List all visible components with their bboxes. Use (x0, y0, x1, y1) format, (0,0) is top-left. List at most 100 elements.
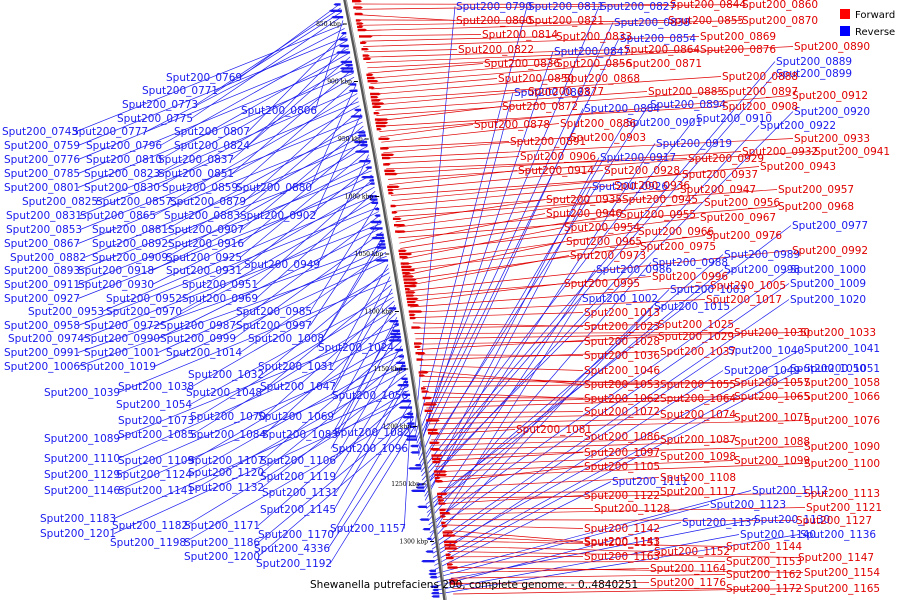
reverse-gene-label[interactable]: Sput200_1182 (112, 520, 188, 532)
forward-gene-label[interactable]: Sput200_0995 (564, 278, 640, 290)
reverse-gene-label[interactable]: Sput200_1056 (332, 390, 408, 402)
forward-gene-label[interactable]: Sput200_1064 (660, 393, 736, 405)
reverse-gene-label[interactable]: Sput200_0879 (170, 196, 246, 208)
reverse-gene-label[interactable]: Sput200_1020 (790, 294, 866, 306)
forward-gene-label[interactable]: Sput200_1081 (516, 424, 592, 436)
reverse-gene-label[interactable]: Sput200_0970 (106, 306, 182, 318)
reverse-gene-label[interactable]: Sput200_0867 (4, 238, 80, 250)
forward-gene-label[interactable]: Sput200_0928 (604, 165, 680, 177)
forward-gene-label[interactable]: Sput200_0941 (814, 146, 890, 158)
forward-gene-label[interactable]: Sput200_1098 (660, 451, 736, 463)
reverse-gene-label[interactable]: Sput200_0785 (4, 168, 80, 180)
reverse-gene-label[interactable]: Sput200_1096 (332, 443, 408, 455)
forward-gene-label[interactable]: Sput200_0871 (626, 58, 702, 70)
reverse-gene-label[interactable]: Sput200_1002 (582, 293, 658, 305)
reverse-gene-label[interactable]: Sput200_1183 (40, 513, 116, 525)
reverse-gene-label[interactable]: Sput200_1001 (84, 347, 160, 359)
reverse-gene-label[interactable]: Sput200_0953 (28, 306, 104, 318)
reverse-gene-label[interactable]: Sput200_0893 (4, 265, 80, 277)
reverse-gene-label[interactable]: Sput200_0880 (236, 182, 312, 194)
reverse-gene-label[interactable]: Sput200_0884 (584, 103, 660, 115)
forward-gene-label[interactable]: Sput200_0955 (620, 209, 696, 221)
forward-gene-label[interactable]: Sput200_0844 (670, 0, 746, 11)
reverse-gene-label[interactable]: Sput200_0901 (626, 117, 702, 129)
forward-gene-label[interactable]: Sput200_1030 (734, 327, 810, 339)
forward-gene-label[interactable]: Sput200_0976 (706, 230, 782, 242)
reverse-gene-label[interactable]: Sput200_1032 (188, 369, 264, 381)
reverse-gene-label[interactable]: Sput200_1050 (790, 363, 866, 375)
reverse-gene-label[interactable]: Sput200_1089 (44, 433, 120, 445)
reverse-gene-label[interactable]: Sput200_1131 (262, 487, 338, 499)
reverse-gene-label[interactable]: Sput200_0801 (4, 182, 80, 194)
reverse-gene-label[interactable]: Sput200_0899 (776, 68, 852, 80)
reverse-gene-label[interactable]: Sput200_0909 (92, 252, 168, 264)
forward-gene-label[interactable]: Sput200_1099 (734, 455, 810, 467)
reverse-gene-label[interactable]: Sput200_0854 (620, 33, 696, 45)
forward-gene-label[interactable]: Sput200_0935 (546, 194, 622, 206)
forward-gene-label[interactable]: Sput200_0855 (668, 15, 744, 27)
forward-gene-label[interactable]: Sput200_0800 (456, 15, 532, 27)
forward-gene-label[interactable]: Sput200_1005 (710, 280, 786, 292)
reverse-gene-label[interactable]: Sput200_1083 (262, 429, 338, 441)
forward-gene-label[interactable]: Sput200_1117 (660, 486, 736, 498)
forward-gene-label[interactable]: Sput200_1164 (650, 563, 726, 575)
forward-gene-label[interactable]: Sput200_0992 (792, 245, 868, 257)
forward-gene-label[interactable]: Sput200_0890 (794, 41, 870, 53)
forward-gene-label[interactable]: Sput200_1057 (734, 377, 810, 389)
forward-gene-label[interactable]: Sput200_0833 (556, 31, 632, 43)
reverse-gene-label[interactable]: Sput200_4336 (254, 543, 330, 555)
forward-gene-label[interactable]: Sput200_0878 (474, 119, 550, 131)
reverse-gene-label[interactable]: Sput200_1014 (166, 347, 242, 359)
reverse-gene-label[interactable]: Sput200_0972 (84, 320, 160, 332)
forward-gene-label[interactable]: Sput200_1105 (584, 461, 660, 473)
reverse-gene-label[interactable]: Sput200_0998 (724, 264, 800, 276)
forward-gene-label[interactable]: Sput200_0864 (624, 44, 700, 56)
reverse-gene-label[interactable]: Sput200_0999 (160, 333, 236, 345)
reverse-gene-label[interactable]: Sput200_1107 (188, 455, 264, 467)
reverse-gene-label[interactable]: Sput200_0985 (236, 306, 312, 318)
forward-gene-label[interactable]: Sput200_1172 (726, 583, 802, 595)
forward-gene-label[interactable]: Sput200_1097 (584, 447, 660, 459)
forward-gene-label[interactable]: Sput200_1062 (584, 393, 660, 405)
reverse-gene-label[interactable]: Sput200_0853 (6, 224, 82, 236)
forward-gene-label[interactable]: Sput200_0965 (566, 236, 642, 248)
forward-gene-label[interactable]: Sput200_1088 (734, 436, 810, 448)
reverse-gene-label[interactable]: Sput200_0958 (4, 320, 80, 332)
reverse-gene-label[interactable]: Sput200_1106 (260, 455, 336, 467)
reverse-gene-label[interactable]: Sput200_0859 (162, 182, 238, 194)
forward-gene-label[interactable]: Sput200_1065 (734, 391, 810, 403)
forward-gene-label[interactable]: Sput200_0836 (484, 58, 560, 70)
reverse-gene-label[interactable]: Sput200_0922 (760, 120, 836, 132)
reverse-gene-label[interactable]: Sput200_1124 (116, 469, 192, 481)
reverse-gene-label[interactable]: Sput200_1192 (256, 558, 332, 570)
forward-gene-label[interactable]: Sput200_1023 (584, 321, 660, 333)
reverse-gene-label[interactable]: Sput200_0837 (158, 154, 234, 166)
forward-gene-label[interactable]: Sput200_0956 (704, 197, 780, 209)
forward-gene-label[interactable]: Sput200_0877 (528, 86, 604, 98)
forward-gene-label[interactable]: Sput200_1162 (726, 569, 802, 581)
forward-gene-label[interactable]: Sput200_0975 (640, 241, 716, 253)
reverse-gene-label[interactable]: Sput200_1109 (118, 455, 194, 467)
reverse-gene-label[interactable]: Sput200_0773 (122, 99, 198, 111)
forward-gene-label[interactable]: Sput200_0821 (528, 15, 604, 27)
reverse-gene-label[interactable]: Sput200_0919 (656, 138, 732, 150)
reverse-gene-label[interactable]: Sput200_1170 (258, 529, 334, 541)
reverse-gene-label[interactable]: Sput200_0831 (6, 210, 82, 222)
forward-gene-label[interactable]: Sput200_1028 (584, 336, 660, 348)
reverse-gene-label[interactable]: Sput200_0811 (528, 1, 604, 13)
reverse-gene-label[interactable]: Sput200_1051 (804, 363, 880, 375)
reverse-gene-label[interactable]: Sput200_1049 (724, 365, 800, 377)
forward-gene-label[interactable]: Sput200_0886 (560, 118, 636, 130)
forward-gene-label[interactable]: Sput200_1127 (796, 515, 872, 527)
forward-gene-label[interactable]: Sput200_0856 (556, 58, 632, 70)
forward-gene-label[interactable]: Sput200_0932 (742, 146, 818, 158)
forward-gene-label[interactable]: Sput200_0850 (498, 73, 574, 85)
forward-gene-label[interactable]: Sput200_0876 (700, 44, 776, 56)
reverse-gene-label[interactable]: Sput200_1132 (188, 482, 264, 494)
reverse-gene-label[interactable]: Sput200_1140 (740, 529, 816, 541)
reverse-gene-label[interactable]: Sput200_0806 (241, 105, 317, 117)
reverse-gene-label[interactable]: Sput200_1082 (334, 427, 410, 439)
reverse-gene-label[interactable]: Sput200_1084 (190, 429, 266, 441)
reverse-gene-label[interactable]: Sput200_1008 (248, 333, 324, 345)
reverse-gene-label[interactable]: Sput200_0775 (117, 113, 193, 125)
